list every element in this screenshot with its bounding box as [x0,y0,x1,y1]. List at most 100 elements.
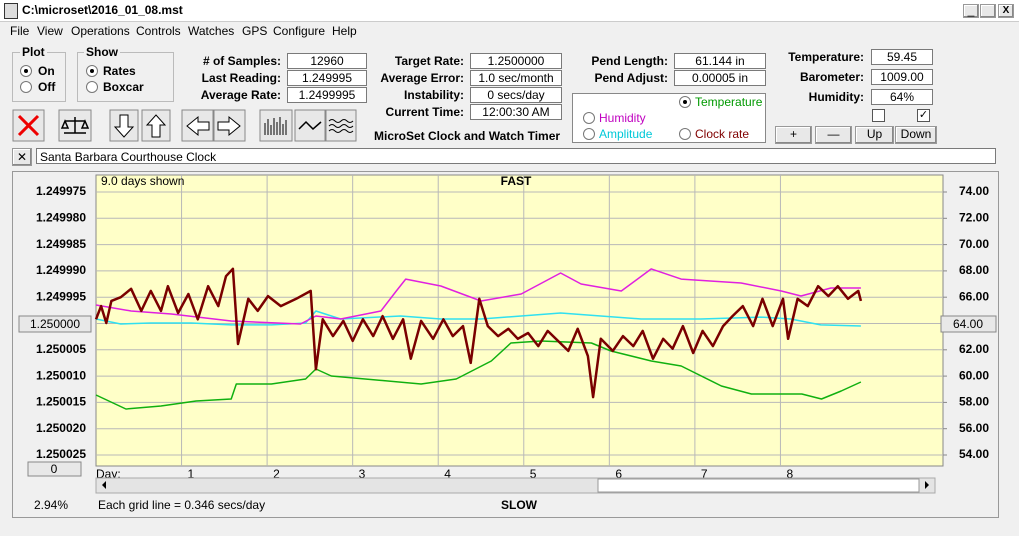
wave-button[interactable] [294,109,326,142]
y2-tick-label: 66.00 [959,289,989,303]
readout-label: Instability: [403,88,464,102]
radio[interactable] [679,96,691,108]
readout-label: Pend Length: [591,54,668,68]
close[interactable]: X [998,4,1014,18]
readout-value: 12:00:30 AM [470,104,562,120]
readout-value: 1.2500000 [470,53,562,69]
y-tick-label: 1.250010 [36,368,86,382]
readout-value: 1009.00 [871,69,933,85]
readout-value: 59.45 [871,49,933,65]
y-tick-label: 1.249995 [36,289,86,303]
up-button[interactable] [141,109,171,142]
menu-item[interactable]: Configure [273,24,326,38]
menu-item[interactable]: GPS [242,24,268,38]
menu-item[interactable]: Watches [188,24,235,38]
readout-label: Pend Adjust: [594,71,668,85]
readout-value: 1.0 sec/month [470,70,562,86]
radio[interactable] [583,128,595,140]
series-label[interactable]: Humidity [599,111,646,125]
radio[interactable] [86,65,98,77]
x-tick-label: 6 [615,467,622,481]
series-line [94,267,863,399]
stop-button[interactable] [12,109,45,142]
radio[interactable] [679,128,691,140]
menu-item[interactable]: Help [332,24,357,38]
readout-label: Last Reading: [201,71,281,85]
readout-label: Average Rate: [200,88,281,102]
series-label[interactable]: Amplitude [599,127,653,141]
minimize[interactable]: _ [963,4,979,18]
scroll-thumb [597,478,920,493]
left-button[interactable] [181,109,214,142]
y-tick-label: 1.249980 [36,210,86,224]
chart: 1.249975 1.249980 1.249985 1.249990 1.249995… [12,171,999,518]
chart-title: FAST [501,174,532,188]
readout-value: 12960 [287,53,367,69]
bars-button[interactable] [259,109,293,142]
offset-value: 0 [51,462,58,476]
clear-button[interactable]: ✕ [12,148,32,166]
x-tick-label: 8 [786,467,793,481]
radio-label[interactable]: On [38,64,55,78]
bottom-label: SLOW [501,498,538,512]
menu-item[interactable]: Operations [71,24,130,38]
button[interactable]: Down [895,126,937,144]
button[interactable]: Up [855,126,894,144]
series-selector [572,93,766,143]
y-tick-label: 1.249985 [36,237,86,251]
center-box [940,315,997,333]
readout-label: Temperature: [788,50,864,64]
y2-tick-label: 60.00 [959,368,989,382]
maximize[interactable] [980,4,996,18]
clock-name[interactable]: Santa Barbara Courthouse Clock [36,148,996,164]
radio[interactable] [20,65,32,77]
menu-bar: File View Operations Controls Watches GPS Conf… [0,22,1019,40]
y2-tick-label: 68.00 [959,263,989,277]
series-label[interactable]: Temperature [695,95,763,109]
button[interactable]: — [815,126,852,144]
readout-value: 64% [871,89,933,105]
checkbox[interactable] [872,109,885,122]
y-tick-label: 1.250025 [36,447,86,461]
readout-value: 1.249995 [287,70,367,86]
radio-label[interactable]: Boxcar [103,80,144,94]
series-line [95,340,862,410]
radio[interactable] [583,112,595,124]
y2-tick-label: 56.00 [959,421,989,435]
down-button[interactable] [109,109,139,142]
balance-button[interactable] [58,109,92,142]
readout-label: # of Samples: [202,54,281,68]
app-icon [4,3,18,19]
percent: 2.94% [34,498,68,512]
readout-label: Current Time: [385,105,464,119]
menu-item[interactable]: File [10,24,30,38]
series-label[interactable]: Clock rate [695,127,750,141]
y2-tick-label: 70.00 [959,237,989,251]
y-tick-label: 1.250005 [36,342,86,356]
x-tick-label: 4 [444,467,451,481]
radio[interactable] [86,81,98,93]
x-tick-label: 5 [530,467,537,481]
radio-label[interactable]: Off [38,80,56,94]
menu-item[interactable]: View [37,24,63,38]
readout-value: 1.2499995 [287,87,367,103]
group-label: Plot [20,45,47,59]
group-label: Show [84,45,120,59]
readout-value: 0.00005 in [674,70,766,86]
series-line [95,310,861,327]
app-name: MicroSet Clock and Watch Timer [374,129,561,143]
x-tick-label: 1 [188,467,195,481]
menu-item[interactable]: Controls [136,24,181,38]
readout-label: Average Error: [380,71,464,85]
radio[interactable] [20,81,32,93]
readout-label: Humidity: [808,90,864,104]
multiwave-button[interactable] [325,109,357,142]
button[interactable]: + [775,126,812,144]
radio-label[interactable]: Rates [103,64,136,78]
center-box [18,315,92,333]
days-shown: 9.0 days shown [101,174,184,188]
checkbox[interactable]: ✓ [917,109,930,122]
readout-value: 61.144 in [674,53,766,69]
right-button[interactable] [213,109,246,142]
